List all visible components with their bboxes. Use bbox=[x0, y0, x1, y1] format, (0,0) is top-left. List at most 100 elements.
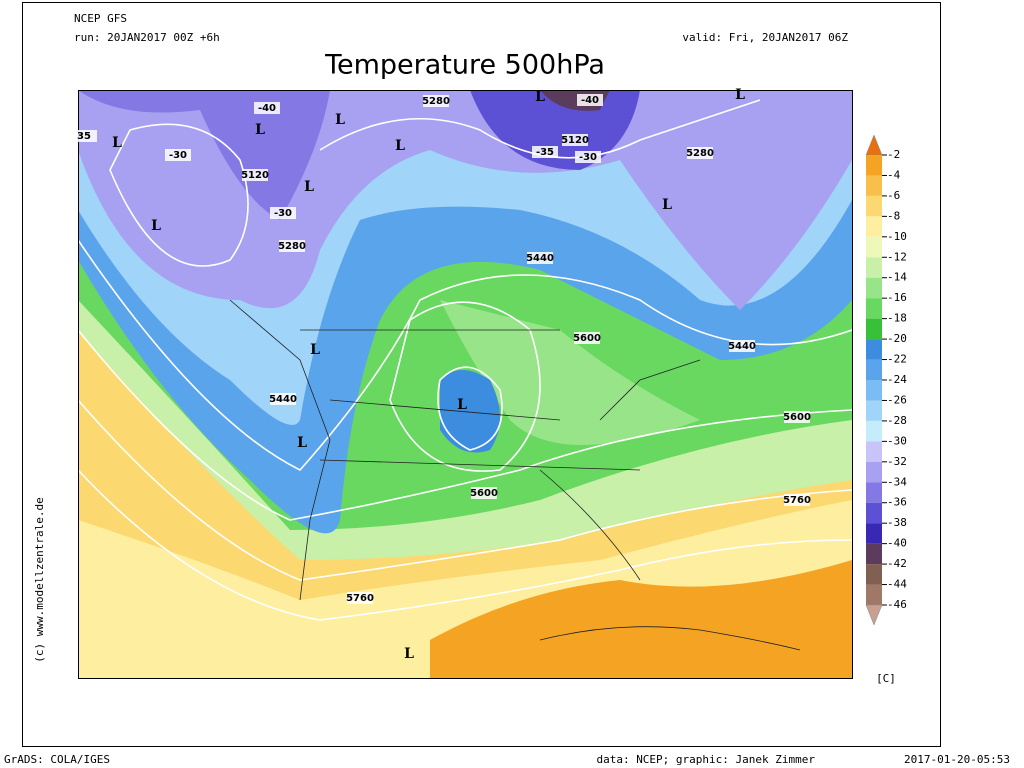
colorbar-label: -2 bbox=[887, 148, 900, 161]
contour-label-bg bbox=[165, 149, 191, 161]
contour-label: 5120 bbox=[561, 135, 589, 146]
run-label: run: 20JAN2017 00Z +6h bbox=[74, 31, 220, 44]
colorbar-segment bbox=[866, 502, 882, 524]
colorbar-label: -38 bbox=[887, 516, 907, 529]
low-pressure-marker: L bbox=[151, 218, 161, 234]
contour-label-bg bbox=[729, 340, 755, 352]
contour-label: -30 bbox=[579, 152, 597, 163]
colorbar-segment bbox=[866, 359, 882, 380]
contour-label: 5440 bbox=[728, 341, 756, 352]
contour-label-bg bbox=[532, 146, 558, 158]
map-border bbox=[78, 90, 853, 679]
software-label: GrADS: COLA/IGES bbox=[4, 753, 110, 766]
contour-label-bg bbox=[279, 240, 305, 252]
contour-label: -30 bbox=[274, 208, 292, 219]
colorbar-segment bbox=[866, 339, 882, 360]
contour-label-bg bbox=[784, 494, 810, 506]
colorbar-segment bbox=[866, 523, 882, 544]
colorbar-segment bbox=[866, 441, 882, 462]
low-pressure-marker: L bbox=[255, 122, 265, 138]
low-pressure-marker: L bbox=[662, 197, 672, 213]
colorbar-label: -32 bbox=[887, 455, 907, 468]
contour-label: -40 bbox=[581, 95, 599, 106]
colorbar-segment bbox=[866, 216, 882, 237]
contour-label: 5760 bbox=[783, 495, 811, 506]
colorbar-label: -20 bbox=[887, 332, 907, 345]
low-pressure-marker: L bbox=[112, 135, 122, 151]
colorbar-segment bbox=[866, 318, 882, 340]
colorbar-label: -18 bbox=[887, 312, 907, 325]
contour-label-bg bbox=[574, 332, 600, 344]
contour-label: 5280 bbox=[278, 241, 306, 252]
colorbar-segment bbox=[866, 236, 882, 258]
colorbar-label: -14 bbox=[887, 271, 907, 284]
credit-label: data: NCEP; graphic: Janek Zimmer bbox=[596, 753, 815, 766]
contour-label: 5440 bbox=[269, 394, 297, 405]
contour-label-bg bbox=[562, 134, 588, 146]
contour-label-bg bbox=[254, 102, 280, 114]
contour-label: 5760 bbox=[346, 593, 374, 604]
contour-label-bg bbox=[575, 151, 601, 163]
colorbar-segment bbox=[866, 155, 882, 176]
colorbar-label: -4 bbox=[887, 168, 901, 181]
contour-label: -35 bbox=[536, 147, 554, 158]
colorbar-segment bbox=[866, 420, 882, 442]
colorbar-segment bbox=[866, 380, 882, 401]
low-pressure-marker: L bbox=[335, 112, 345, 128]
colorbar: -2 -4 -6 -8 -10 -12 -14 -16 -18 -20 -22 -24 -26 -28 -3… bbox=[865, 134, 907, 626]
colorbar-segment bbox=[866, 564, 882, 585]
contour-label-bg bbox=[471, 487, 497, 499]
colorbar-label: -10 bbox=[887, 230, 907, 243]
colorbar-segment bbox=[866, 277, 882, 299]
colorbar-segment bbox=[866, 400, 882, 421]
colorbar-label: -24 bbox=[887, 373, 907, 386]
colorbar-segment bbox=[866, 543, 882, 565]
map bbox=[78, 90, 852, 678]
contour-label-bg bbox=[784, 411, 810, 423]
colorbar-segment bbox=[866, 482, 882, 503]
title: Temperature 500hPa bbox=[324, 50, 605, 81]
colorbar-label: -12 bbox=[887, 250, 907, 263]
low-pressure-marker: L bbox=[535, 89, 545, 105]
colorbar-segment bbox=[866, 584, 882, 605]
low-pressure-marker: L bbox=[404, 646, 414, 662]
contour-label: 5600 bbox=[573, 333, 601, 344]
low-pressure-marker: L bbox=[304, 179, 314, 195]
colorbar-segment bbox=[866, 257, 882, 278]
contour-label-bg bbox=[71, 130, 97, 142]
colorbar-label: -26 bbox=[887, 393, 907, 406]
colorbar-segment bbox=[866, 175, 882, 196]
contour-label: 5280 bbox=[422, 96, 450, 107]
contour-label-bg bbox=[270, 207, 296, 219]
colorbar-label: -22 bbox=[887, 353, 907, 366]
low-pressure-marker: L bbox=[395, 138, 405, 154]
contour-label: 5440 bbox=[526, 253, 554, 264]
colorbar-segment bbox=[866, 298, 882, 319]
contour-label-bg bbox=[423, 95, 449, 107]
timestamp: 2017-01-20-05:53 bbox=[904, 753, 1010, 766]
colorbar-label: -6 bbox=[887, 189, 900, 202]
contour-label-bg bbox=[577, 94, 603, 106]
contour-label-bg bbox=[527, 252, 553, 264]
contour-label: 5120 bbox=[241, 170, 269, 181]
colorbar-label: -34 bbox=[887, 475, 907, 488]
contour-label: 5600 bbox=[783, 412, 811, 423]
contour-label-bg bbox=[270, 393, 296, 405]
colorbar-arrow bbox=[865, 604, 883, 626]
contour-label-bg bbox=[242, 169, 268, 181]
model-label: NCEP GFS bbox=[74, 12, 127, 25]
colorbar-label: -40 bbox=[887, 537, 907, 550]
contour-label: -40 bbox=[258, 103, 276, 114]
contour-label: 5280 bbox=[686, 148, 714, 159]
contour-label-bg bbox=[687, 147, 713, 159]
colorbar-label: -46 bbox=[887, 598, 907, 611]
colorbar-label: -8 bbox=[887, 209, 900, 222]
colorbar-segment bbox=[866, 195, 882, 217]
colorbar-label: -30 bbox=[887, 434, 907, 447]
colorbar-label: -28 bbox=[887, 414, 907, 427]
colorbar-unit: [C] bbox=[876, 672, 896, 685]
contour-label: 5600 bbox=[470, 488, 498, 499]
low-pressure-marker: L bbox=[310, 342, 320, 358]
contour-label: 35 bbox=[77, 131, 91, 142]
